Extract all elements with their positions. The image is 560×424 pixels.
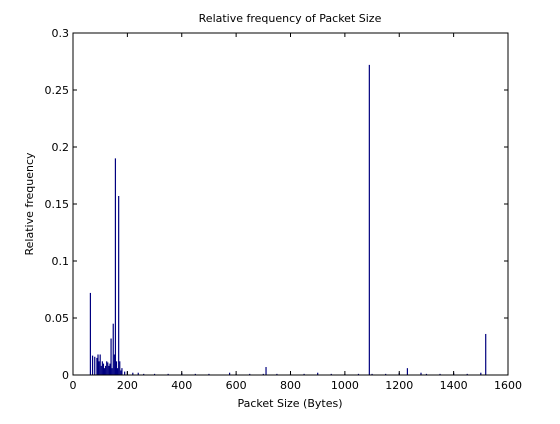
y-tick-label: 0.2 — [52, 141, 70, 154]
plot-area — [73, 33, 508, 375]
y-tick-label: 0.1 — [52, 255, 70, 268]
y-tick-label: 0.05 — [45, 312, 70, 325]
x-tick-label: 1200 — [385, 379, 413, 392]
x-tick-label: 0 — [70, 379, 77, 392]
x-axis-label: Packet Size (Bytes) — [237, 397, 342, 410]
y-tick-label: 0.3 — [52, 27, 70, 40]
y-axis-label: Relative frequency — [23, 152, 36, 256]
y-tick-label: 0 — [62, 369, 69, 382]
x-tick-label: 1000 — [331, 379, 359, 392]
x-tick-label: 600 — [226, 379, 247, 392]
y-tick-label: 0.15 — [45, 198, 70, 211]
chart-title: Relative frequency of Packet Size — [199, 12, 382, 25]
x-tick-label: 1400 — [440, 379, 468, 392]
y-axis: 0 0.05 0.1 0.15 0.2 0.25 0.3 — [45, 27, 508, 382]
x-tick-label: 1600 — [494, 379, 522, 392]
y-tick-label: 0.25 — [45, 84, 70, 97]
x-tick-label: 400 — [171, 379, 192, 392]
x-axis: 0 200 400 600 800 1000 1200 1400 1600 — [70, 33, 522, 392]
bars-group — [89, 64, 487, 375]
x-tick-label: 200 — [117, 379, 138, 392]
x-tick-label: 800 — [280, 379, 301, 392]
